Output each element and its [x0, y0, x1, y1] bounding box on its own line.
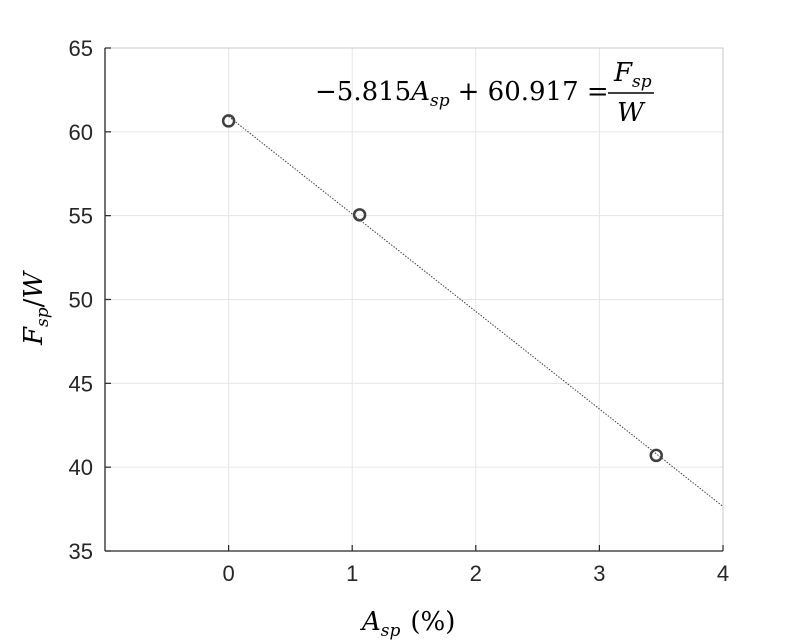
y-tick-label-5: 60 — [69, 120, 93, 145]
equation-coefficient: −5.815 — [315, 77, 411, 107]
x-tick-label-4: 4 — [717, 561, 729, 586]
x-tick-label-1: 1 — [346, 561, 358, 586]
y-axis-label-slash: / — [19, 298, 49, 307]
equation-variable: A — [409, 77, 430, 107]
x-axis-label: Asp (%) — [360, 607, 455, 640]
y-tick-label-4: 55 — [69, 204, 93, 229]
svg-text:Fsp: Fsp — [613, 58, 652, 92]
x-axis-label-variable: A — [360, 607, 381, 637]
y-tick-label-6: 65 — [69, 36, 93, 61]
equation-fraction-numerator: F — [613, 58, 633, 88]
y-tick-label-1: 40 — [69, 455, 93, 480]
x-axis-label-unit: (%) — [410, 607, 455, 637]
y-axis-label-numerator: F — [19, 326, 49, 346]
x-ticks: 0 1 2 3 4 — [222, 545, 729, 586]
equation-operator: + 60.917 = — [458, 77, 609, 107]
svg-text:−5.815Asp+ 60.917 =: −5.815Asp + 60.917 = — [315, 77, 609, 111]
x-tick-label-2: 2 — [470, 561, 482, 586]
y-ticks: 35 40 45 50 55 60 65 — [69, 36, 111, 564]
equation-fraction-denominator: W — [617, 98, 646, 128]
y-axis-label-subscript: sp — [33, 307, 53, 327]
equation-variable-subscript: sp — [430, 91, 450, 111]
data-point-1 — [352, 208, 367, 222]
data-point-2 — [649, 448, 664, 463]
y-axis-label: Fsp/W — [19, 270, 53, 346]
y-tick-label-2: 45 — [69, 371, 93, 396]
data-points — [221, 114, 664, 463]
y-tick-label-0: 35 — [69, 539, 93, 564]
equation-annotation: −5.815Asp + 60.917 = Fsp W — [315, 58, 654, 128]
x-axis-label-subscript: sp — [381, 621, 401, 640]
x-tick-label-0: 0 — [222, 561, 234, 586]
y-tick-label-3: 50 — [69, 288, 93, 313]
x-tick-label-3: 3 — [593, 561, 605, 586]
equation-fraction-numerator-subscript: sp — [632, 72, 652, 92]
y-axis-label-denominator: W — [19, 270, 49, 299]
data-point-0 — [221, 114, 236, 128]
